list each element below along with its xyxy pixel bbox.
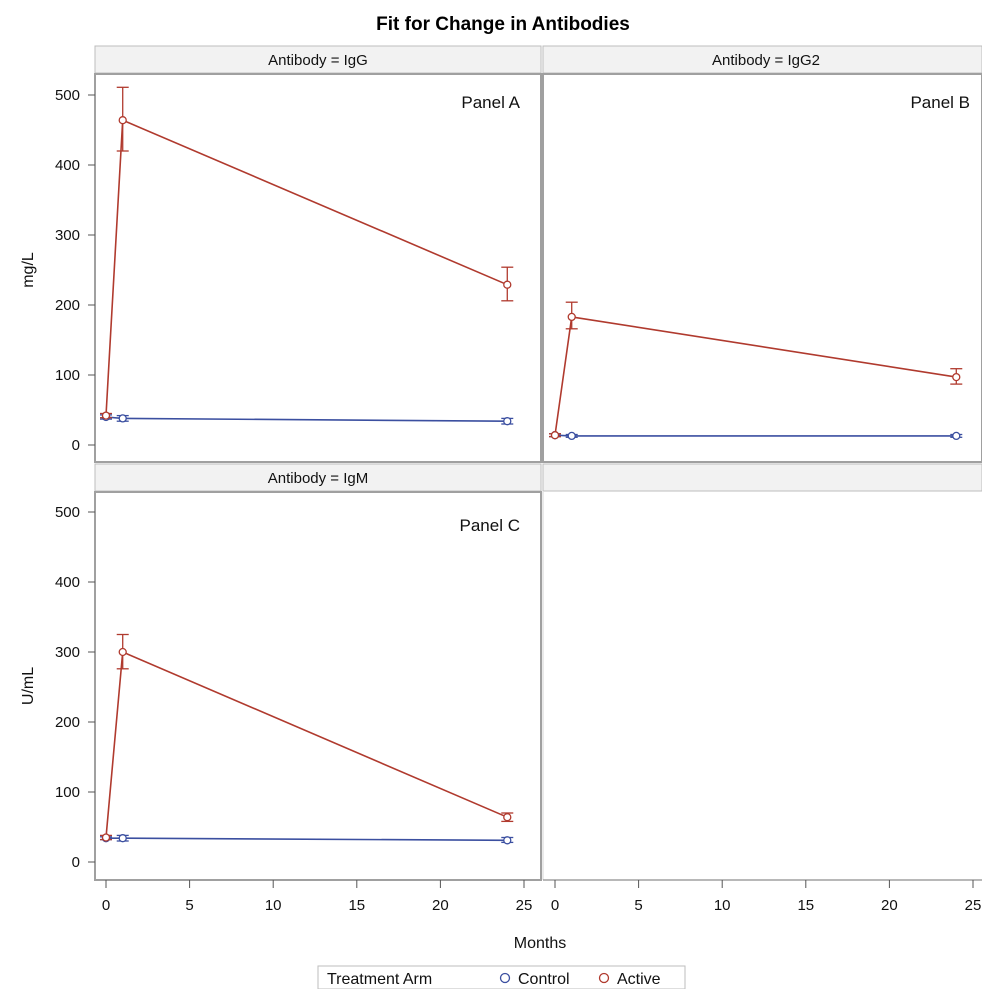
y-tick-label: 0 bbox=[72, 437, 80, 454]
y-axis-label-top: mg/L bbox=[20, 252, 37, 288]
y-tick-label: 500 bbox=[55, 87, 80, 104]
x-tick-label: 10 bbox=[714, 897, 731, 914]
legend-frame bbox=[317, 965, 686, 989]
legend-active-marker bbox=[598, 972, 610, 984]
y-tick-label: 100 bbox=[55, 784, 80, 801]
panel-header-igg-strip bbox=[94, 45, 542, 74]
legend-active-label: Active bbox=[617, 971, 661, 988]
data-point-active bbox=[118, 116, 127, 125]
series-line-active bbox=[554, 315, 957, 436]
y-tick-label: 400 bbox=[55, 574, 80, 591]
data-point-control bbox=[503, 836, 512, 845]
panel-header-empty-strip bbox=[542, 463, 982, 492]
x-tick-label: 5 bbox=[634, 897, 642, 914]
data-point-active bbox=[101, 833, 111, 842]
panel-tag-b: Panel B bbox=[910, 93, 970, 112]
data-point-control bbox=[952, 431, 961, 441]
x-tick-label: 0 bbox=[551, 897, 559, 914]
panel-tag-a: Panel A bbox=[461, 93, 520, 112]
y-tick-label: 300 bbox=[55, 227, 80, 244]
data-point-control bbox=[567, 431, 576, 441]
legend-control-marker bbox=[499, 972, 511, 984]
legend-title: Treatment Arm bbox=[327, 971, 432, 988]
data-point-active bbox=[101, 411, 111, 420]
data-point-active bbox=[503, 813, 512, 822]
panel-header-igm: Antibody = IgM bbox=[268, 470, 368, 487]
data-point-active bbox=[550, 431, 560, 440]
data-point-active bbox=[118, 647, 127, 657]
x-tick-label: 5 bbox=[185, 897, 193, 914]
x-tick-label: 10 bbox=[265, 897, 282, 914]
data-point-active bbox=[567, 312, 576, 322]
data-point-active bbox=[503, 280, 512, 289]
y-tick-label: 100 bbox=[55, 367, 80, 384]
y-tick-label: 400 bbox=[55, 157, 80, 174]
data-point-control bbox=[118, 834, 127, 843]
x-axis-label: Months bbox=[514, 935, 566, 952]
data-point-active bbox=[952, 372, 961, 382]
data-point-control bbox=[118, 414, 127, 423]
legend-control-label: Control bbox=[518, 971, 570, 988]
chart-title: Fit for Change in Antibodies bbox=[376, 14, 630, 35]
series-line-control bbox=[554, 434, 957, 437]
x-tick-label: 20 bbox=[432, 897, 449, 914]
series-line-control bbox=[105, 416, 508, 422]
x-tick-label: 25 bbox=[516, 897, 533, 914]
y-tick-label: 200 bbox=[55, 714, 80, 731]
x-tick-label: 0 bbox=[102, 897, 110, 914]
x-tick-label: 15 bbox=[348, 897, 365, 914]
panel-frame-igg2 bbox=[542, 73, 982, 463]
series-line-active bbox=[105, 119, 508, 416]
x-tick-label: 25 bbox=[965, 897, 982, 914]
panel-header-igg2: Antibody = IgG2 bbox=[712, 52, 820, 69]
legend: Treatment Arm Control Active bbox=[317, 965, 686, 989]
data-point-control bbox=[503, 417, 512, 426]
panel-header-igg2-strip bbox=[542, 45, 982, 74]
y-tick-label: 300 bbox=[55, 644, 80, 661]
panel-tag-c: Panel C bbox=[460, 516, 520, 535]
y-tick-label: 200 bbox=[55, 297, 80, 314]
y-tick-label: 0 bbox=[72, 854, 80, 871]
y-axis-label-bottom: U/mL bbox=[20, 667, 37, 705]
x-tick-label: 20 bbox=[881, 897, 898, 914]
panel-frame-igm bbox=[94, 491, 542, 881]
panel-header-igg: Antibody = IgG bbox=[268, 52, 368, 69]
series-line-active bbox=[105, 650, 508, 838]
panel-frame-igg bbox=[94, 73, 542, 463]
x-tick-label: 15 bbox=[797, 897, 814, 914]
y-tick-label: 500 bbox=[55, 504, 80, 521]
series-line-control bbox=[106, 837, 508, 842]
